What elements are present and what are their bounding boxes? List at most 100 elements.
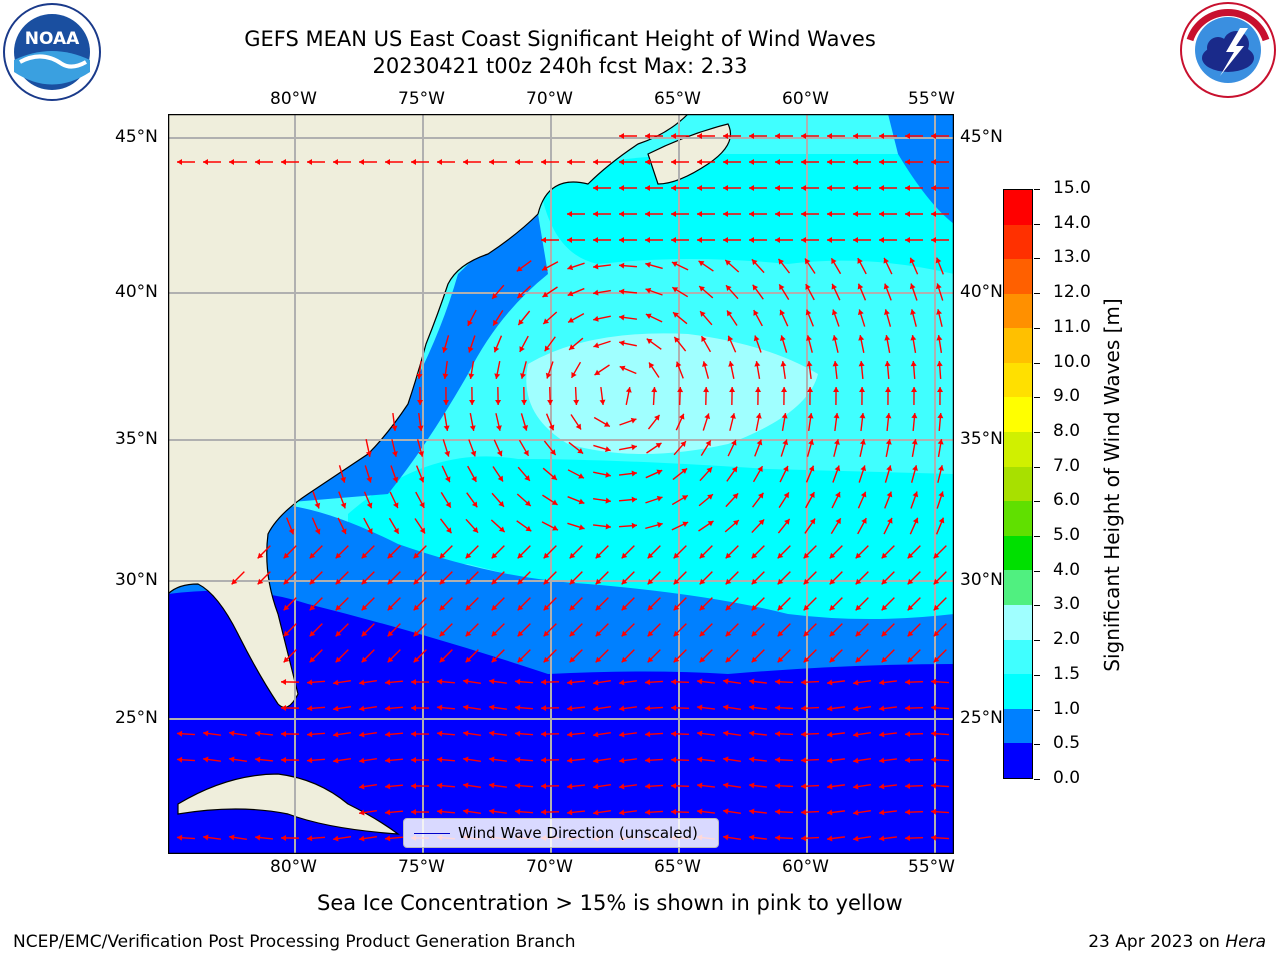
- wave-direction-arrowhead: [803, 630, 810, 637]
- wave-direction-arrowhead: [853, 159, 858, 165]
- colorbar-tick-label: 1.5: [1053, 663, 1081, 684]
- wave-direction-arrowhead: [465, 552, 472, 559]
- wave-direction-arrowhead: [827, 159, 832, 165]
- colorbar-segment: [1004, 362, 1032, 398]
- wave-direction-arrowhead: [542, 265, 548, 271]
- wave-direction-arrowhead: [517, 656, 524, 663]
- wave-direction-arrowhead: [385, 679, 391, 686]
- wave-direction-arrowhead: [697, 808, 703, 815]
- wave-direction-arrowhead: [255, 834, 261, 841]
- wave-direction-arrowhead: [594, 369, 601, 375]
- wave-direction-arrowhead: [853, 731, 859, 738]
- wave-direction-arrowhead: [517, 292, 524, 299]
- wave-direction-arrowhead: [777, 604, 784, 611]
- wave-direction-arrowhead: [493, 319, 499, 326]
- wave-direction-arrowhead: [463, 704, 469, 711]
- lon-label-top: 70°W: [526, 89, 573, 109]
- wave-direction-arrowhead: [706, 467, 713, 474]
- wave-direction-arrowhead: [307, 757, 313, 764]
- wave-direction-arrowhead: [671, 133, 676, 139]
- wave-direction-arrowhead: [775, 133, 780, 139]
- wave-direction-arrowhead: [749, 185, 754, 191]
- wave-direction-arrowhead: [853, 783, 859, 790]
- wave-direction-arrowhead: [803, 656, 810, 663]
- wave-direction-arrowhead: [784, 518, 790, 525]
- wave-direction-arrowhead: [525, 500, 531, 506]
- wave-direction-arrowhead: [681, 468, 688, 474]
- wave-direction-arrowhead: [203, 159, 208, 165]
- wave-direction-arrowhead: [699, 578, 706, 585]
- wave-direction-arrowhead: [314, 502, 321, 509]
- wave-direction-arrowhead: [657, 522, 663, 528]
- wave-direction-arrowhead: [491, 630, 498, 637]
- wave-direction-arrowhead: [578, 473, 584, 479]
- wave-direction-arrowhead: [442, 347, 448, 353]
- wave-direction-arrowhead: [309, 552, 316, 559]
- wave-direction-arrowhead: [886, 491, 893, 498]
- wave-direction-arrowhead: [578, 524, 585, 531]
- wave-direction-arrowhead: [255, 730, 261, 737]
- wave-direction-arrowhead: [674, 336, 680, 343]
- wave-direction-arrowhead: [725, 285, 732, 292]
- wave-direction-arrowhead: [307, 679, 313, 686]
- wave-direction-arrowhead: [801, 133, 806, 139]
- wave-direction-arrowhead: [775, 782, 781, 789]
- wave-direction-arrowhead: [442, 373, 449, 379]
- wave-direction-arrowhead: [801, 159, 806, 165]
- wave-direction-arrowhead: [359, 159, 364, 165]
- wave-direction-arrowhead: [593, 263, 599, 270]
- wave-direction-arrowhead: [697, 678, 703, 685]
- wave-direction-arrowhead: [723, 808, 729, 815]
- wave-direction-arrowhead: [905, 185, 910, 191]
- wave-direction-arrowhead: [723, 730, 729, 737]
- colorbar: [1003, 189, 1033, 779]
- wave-direction-arrowhead: [699, 656, 706, 663]
- wave-direction-arrowhead: [439, 656, 446, 663]
- wave-direction-arrowhead: [801, 809, 807, 816]
- wave-direction-arrowhead: [807, 413, 814, 419]
- wave-direction-arrowhead: [255, 159, 260, 165]
- wave-direction-arrowhead: [437, 782, 443, 789]
- wave-direction-arrowhead: [645, 262, 651, 268]
- wave-direction-arrowhead: [827, 783, 833, 790]
- wave-direction-arrowhead: [909, 283, 916, 290]
- colorbar-segment: [1004, 605, 1032, 640]
- wave-direction-arrowhead: [307, 159, 312, 165]
- wave-direction-arrowhead: [630, 417, 637, 424]
- wave-direction-arrowhead: [203, 730, 209, 737]
- wave-direction-arrowhead: [697, 159, 702, 165]
- wave-direction-arrowhead: [593, 237, 598, 243]
- wave-direction-arrowhead: [593, 679, 599, 686]
- wave-direction-arrowhead: [437, 704, 443, 711]
- wave-direction-arrowhead: [489, 704, 495, 711]
- lon-label-bottom: 65°W: [654, 857, 701, 877]
- wave-direction-arrowhead: [680, 441, 686, 447]
- wave-direction-arrowhead: [203, 834, 209, 841]
- wave-direction-arrowhead: [697, 237, 702, 243]
- wave-direction-arrowhead: [647, 656, 654, 663]
- wave-direction-arrowhead: [780, 361, 787, 367]
- wave-direction-arrowhead: [359, 809, 365, 816]
- wave-direction-arrowhead: [491, 604, 498, 611]
- wave-direction-arrowhead: [858, 335, 865, 341]
- wave-direction-arrowhead: [757, 466, 763, 473]
- colorbar-tick-mark: [1034, 674, 1040, 676]
- wave-direction-arrowhead: [775, 159, 780, 165]
- wave-height-map: [168, 114, 954, 854]
- wave-direction-arrowhead: [879, 835, 885, 842]
- land-cuba: [177, 773, 400, 835]
- wave-direction-arrowhead: [605, 497, 611, 504]
- wave-direction-arrowhead: [595, 630, 602, 637]
- colorbar-tick-mark: [1034, 605, 1040, 607]
- wave-direction-arrowhead: [834, 465, 841, 472]
- wave-direction-arrowhead: [858, 361, 865, 367]
- wave-direction-arrowhead: [307, 705, 313, 712]
- wave-direction-arrowhead: [801, 679, 807, 686]
- wave-direction-arrowhead: [731, 466, 738, 473]
- wave-direction-arrowhead: [333, 731, 339, 738]
- wave-direction-arrowhead: [385, 757, 391, 764]
- nws-logo: [1178, 0, 1278, 100]
- wave-direction-arrowhead: [515, 782, 521, 789]
- colorbar-tick-label: 1.0: [1053, 698, 1081, 719]
- wave-direction-arrowhead: [931, 237, 936, 243]
